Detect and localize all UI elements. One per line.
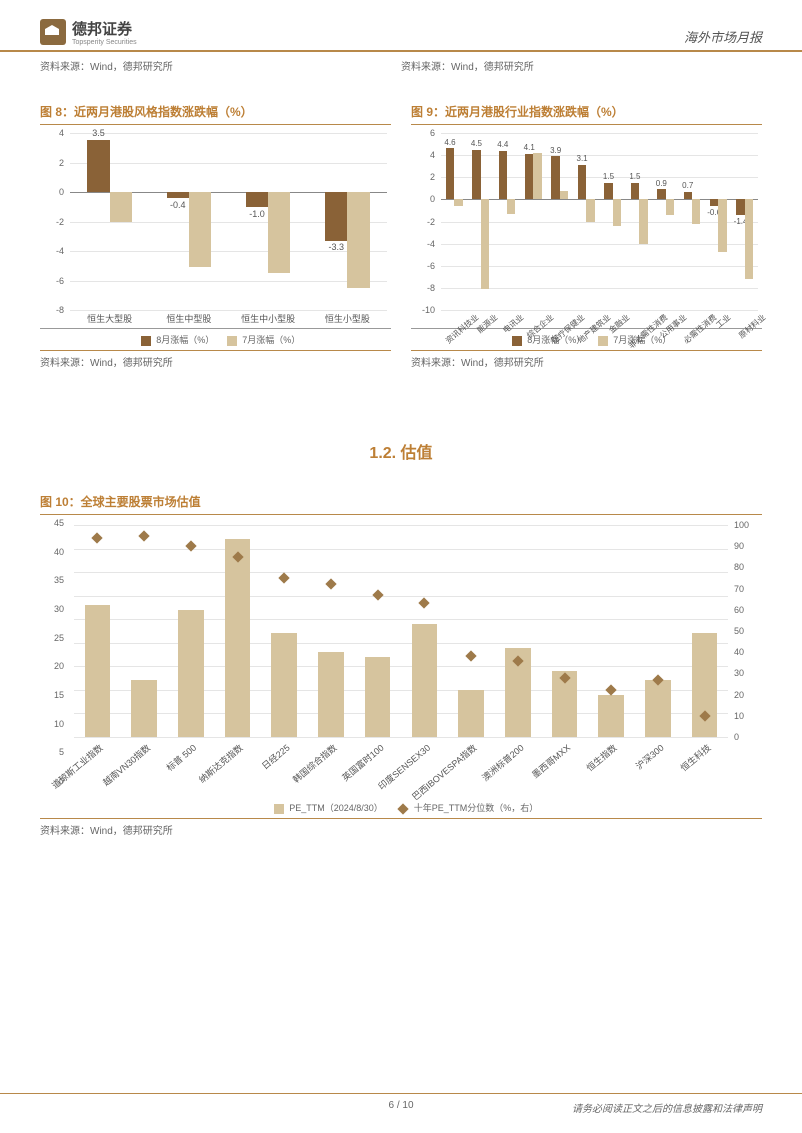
page-header: 德邦证券 Topsperity Securities 海外市场月报 bbox=[0, 0, 802, 52]
legend-swatch-jul bbox=[227, 336, 237, 346]
fig10-chart: 051015202530354045 010203040506070809010… bbox=[40, 519, 762, 799]
figure-9: 图 9：近两月港股行业指数涨跌幅（%） -10-8-6-4-20246 4.64… bbox=[411, 103, 762, 369]
brand-name-cn: 德邦证券 bbox=[72, 18, 137, 39]
legend-swatch-jul bbox=[598, 336, 608, 346]
figure-10: 图 10：全球主要股票市场估值 051015202530354045 01020… bbox=[0, 493, 802, 837]
legend-label-percentile: 十年PE_TTM分位数（%，右） bbox=[414, 803, 539, 813]
section-1-2-heading: 1.2. 估值 bbox=[0, 439, 802, 463]
footer-disclaimer: 请务必阅读正文之后的信息披露和法律声明 bbox=[572, 1100, 762, 1115]
report-type: 海外市场月报 bbox=[684, 27, 762, 46]
top-source-row: 资料来源：Wind，德邦研究所 资料来源：Wind，德邦研究所 bbox=[0, 52, 802, 73]
fig8-source: 资料来源：Wind，德邦研究所 bbox=[40, 350, 391, 369]
legend-swatch-aug bbox=[141, 336, 151, 346]
legend-label-pe: PE_TTM（2024/8/30） bbox=[289, 803, 383, 813]
legend-swatch-aug bbox=[512, 336, 522, 346]
legend-diamond-icon bbox=[398, 803, 409, 814]
legend-label-jul: 7月涨幅（%） bbox=[242, 335, 300, 345]
legend-label-aug: 8月涨幅（%） bbox=[156, 335, 214, 345]
fig10-source: 资料来源：Wind，德邦研究所 bbox=[40, 818, 762, 837]
fig9-source: 资料来源：Wind，德邦研究所 bbox=[411, 350, 762, 369]
page-footer: 6 / 10 请务必阅读正文之后的信息披露和法律声明 bbox=[0, 1093, 802, 1115]
fig10-legend: PE_TTM（2024/8/30） 十年PE_TTM分位数（%，右） bbox=[40, 801, 762, 814]
brand-block: 德邦证券 Topsperity Securities bbox=[40, 18, 137, 46]
source-top-right: 资料来源：Wind，德邦研究所 bbox=[401, 58, 762, 73]
source-top-left: 资料来源：Wind，德邦研究所 bbox=[40, 58, 401, 73]
figure-8: 图 8：近两月港股风格指数涨跌幅（%） -8-6-4-2024 3.5-0.4-… bbox=[40, 103, 391, 369]
fig9-title: 图 9：近两月港股行业指数涨跌幅（%） bbox=[411, 103, 762, 120]
brand-name-en: Topsperity Securities bbox=[72, 39, 137, 46]
fig9-chart: -10-8-6-4-20246 4.64.54.44.13.93.11.51.5… bbox=[411, 129, 762, 329]
logo-icon bbox=[40, 19, 66, 45]
fig8-chart: -8-6-4-2024 3.5-0.4-1.0-3.3 恒生大型股恒生中型股恒生… bbox=[40, 129, 391, 329]
fig10-title: 图 10：全球主要股票市场估值 bbox=[40, 493, 762, 510]
fig8-title: 图 8：近两月港股风格指数涨跌幅（%） bbox=[40, 103, 391, 120]
fig8-legend: 8月涨幅（%） 7月涨幅（%） bbox=[40, 333, 391, 346]
page-number: 6 / 10 bbox=[388, 1100, 413, 1111]
legend-swatch-pe bbox=[274, 804, 284, 814]
